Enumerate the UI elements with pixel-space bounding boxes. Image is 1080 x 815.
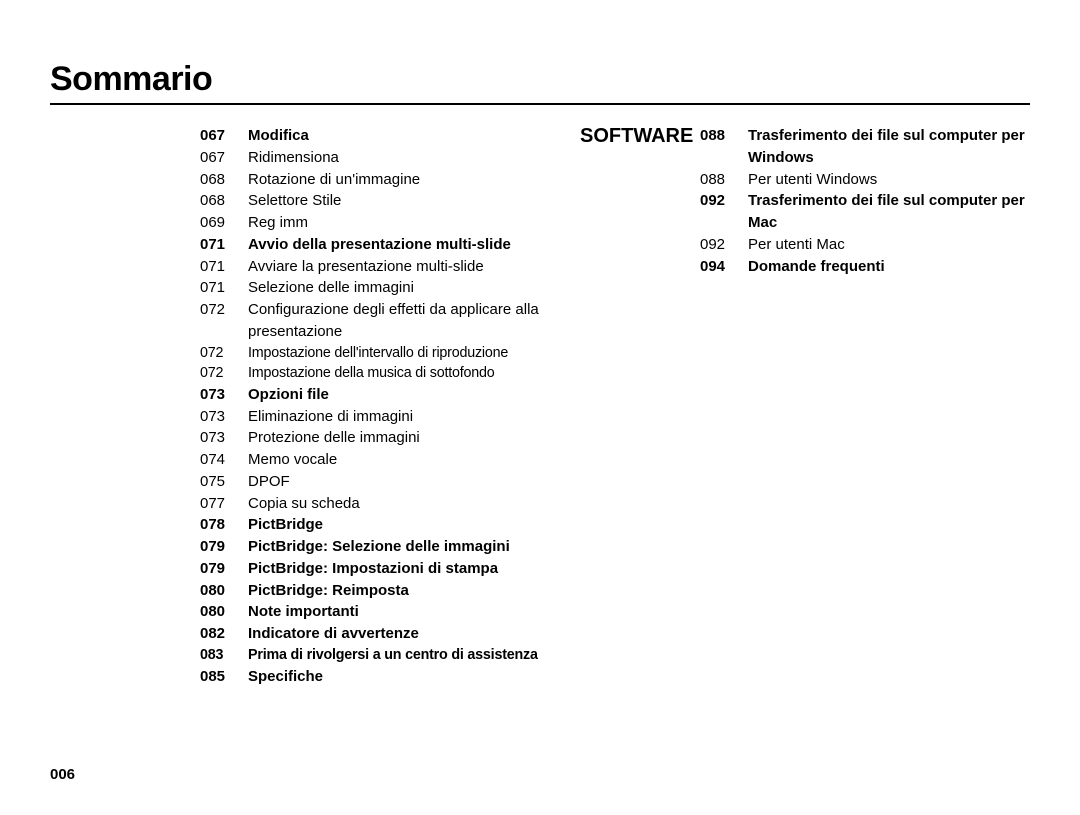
toc-entry-text: PictBridge: Reimposta bbox=[248, 580, 580, 602]
toc-row: 069Reg imm bbox=[200, 212, 580, 234]
toc-page-number: 078 bbox=[200, 514, 248, 536]
toc-row: 080Note importanti bbox=[200, 601, 580, 623]
toc-entry-text: Ridimensiona bbox=[248, 147, 580, 169]
toc-page-number: 071 bbox=[200, 234, 248, 256]
toc-entry-text: Impostazione della musica di sottofondo bbox=[248, 363, 580, 384]
toc-row: 071Avvio della presentazione multi-slide bbox=[200, 234, 580, 256]
toc-entry-text: DPOF bbox=[248, 471, 580, 493]
toc-row: 094Domande frequenti bbox=[700, 256, 1030, 278]
toc-entry-text: Specifiche bbox=[248, 666, 580, 688]
toc-row: 083Prima di rivolgersi a un centro di as… bbox=[200, 645, 580, 666]
toc-entry-text: Reg imm bbox=[248, 212, 580, 234]
toc-entry-text: Memo vocale bbox=[248, 449, 580, 471]
toc-entry-text: Selettore Stile bbox=[248, 190, 580, 212]
toc-entry-text: Domande frequenti bbox=[748, 256, 1030, 278]
toc-entry-text: Per utenti Windows bbox=[748, 169, 1030, 191]
toc-page-number: 080 bbox=[200, 580, 248, 602]
columns-wrap: 067Modifica067Ridimensiona068Rotazione d… bbox=[50, 125, 1030, 687]
toc-entry-text: Eliminazione di immagini bbox=[248, 406, 580, 428]
toc-row: 068Selettore Stile bbox=[200, 190, 580, 212]
toc-page-number: 094 bbox=[700, 256, 748, 278]
toc-page-number: 073 bbox=[200, 384, 248, 406]
toc-entry-text: Trasferimento dei file sul computer per … bbox=[748, 190, 1030, 234]
toc-entry-text: Modifica bbox=[248, 125, 580, 147]
toc-page-number: 072 bbox=[200, 299, 248, 321]
toc-page-number: 079 bbox=[200, 558, 248, 580]
toc-entry-text: Prima di rivolgersi a un centro di assis… bbox=[248, 645, 580, 666]
toc-page-number: 082 bbox=[200, 623, 248, 645]
toc-page-number: 075 bbox=[200, 471, 248, 493]
toc-page-number: 083 bbox=[200, 645, 248, 666]
toc-row: 072Impostazione dell'intervallo di ripro… bbox=[200, 343, 580, 364]
toc-entry-text: Indicatore di avvertenze bbox=[248, 623, 580, 645]
toc-page-number: 080 bbox=[200, 601, 248, 623]
toc-page-number: 088 bbox=[700, 125, 748, 147]
toc-page-number: 092 bbox=[700, 190, 748, 212]
toc-page-number: 074 bbox=[200, 449, 248, 471]
toc-entry-text: Rotazione di un'immagine bbox=[248, 169, 580, 191]
toc-page-number: 067 bbox=[200, 147, 248, 169]
toc-row: 073Eliminazione di immagini bbox=[200, 406, 580, 428]
toc-row: 088Per utenti Windows bbox=[700, 169, 1030, 191]
toc-row: 074Memo vocale bbox=[200, 449, 580, 471]
toc-row: 073Opzioni file bbox=[200, 384, 580, 406]
toc-row: 067Ridimensiona bbox=[200, 147, 580, 169]
toc-row: 092Per utenti Mac bbox=[700, 234, 1030, 256]
toc-row: 080PictBridge: Reimposta bbox=[200, 580, 580, 602]
toc-row: 092Trasferimento dei file sul computer p… bbox=[700, 190, 1030, 234]
toc-row: 071Selezione delle immagini bbox=[200, 277, 580, 299]
page-title: Sommario bbox=[50, 60, 1030, 99]
toc-row: 079PictBridge: Impostazioni di stampa bbox=[200, 558, 580, 580]
toc-row: 088Trasferimento dei file sul computer p… bbox=[700, 125, 1030, 169]
toc-page-number: 068 bbox=[200, 190, 248, 212]
toc-right-column: 088Trasferimento dei file sul computer p… bbox=[700, 125, 1030, 277]
toc-entry-text: Note importanti bbox=[248, 601, 580, 623]
toc-page-number: 077 bbox=[200, 493, 248, 515]
toc-entry-text: PictBridge bbox=[248, 514, 580, 536]
toc-page-number: 068 bbox=[200, 169, 248, 191]
toc-entry-text: Per utenti Mac bbox=[748, 234, 1030, 256]
toc-row: 072Impostazione della musica di sottofon… bbox=[200, 363, 580, 384]
toc-page-number: 088 bbox=[700, 169, 748, 191]
page-container: Sommario 067Modifica067Ridimensiona068Ro… bbox=[0, 0, 1080, 815]
toc-entry-text: Selezione delle immagini bbox=[248, 277, 580, 299]
toc-row: 067Modifica bbox=[200, 125, 580, 147]
toc-row: 072Configurazione degli effetti da appli… bbox=[200, 299, 580, 343]
toc-row: 077Copia su scheda bbox=[200, 493, 580, 515]
toc-entry-text: Protezione delle immagini bbox=[248, 427, 580, 449]
toc-page-number: 072 bbox=[200, 343, 248, 364]
toc-page-number: 079 bbox=[200, 536, 248, 558]
section-label-software: SOFTWARE bbox=[580, 125, 700, 148]
toc-entry-text: Trasferimento dei file sul computer per … bbox=[748, 125, 1030, 169]
toc-page-number: 073 bbox=[200, 406, 248, 428]
toc-entry-text: Avvio della presentazione multi-slide bbox=[248, 234, 580, 256]
toc-page-number: 071 bbox=[200, 256, 248, 278]
toc-entry-text: Opzioni file bbox=[248, 384, 580, 406]
toc-row: 071Avviare la presentazione multi-slide bbox=[200, 256, 580, 278]
toc-page-number: 073 bbox=[200, 427, 248, 449]
page-number: 006 bbox=[50, 766, 75, 783]
toc-entry-text: Impostazione dell'intervallo di riproduz… bbox=[248, 343, 580, 364]
toc-left-column: 067Modifica067Ridimensiona068Rotazione d… bbox=[50, 125, 580, 687]
toc-page-number: 092 bbox=[700, 234, 748, 256]
toc-page-number: 067 bbox=[200, 125, 248, 147]
toc-page-number: 085 bbox=[200, 666, 248, 688]
toc-row: 075DPOF bbox=[200, 471, 580, 493]
toc-row: 085Specifiche bbox=[200, 666, 580, 688]
toc-row: 082Indicatore di avvertenze bbox=[200, 623, 580, 645]
toc-entry-text: PictBridge: Impostazioni di stampa bbox=[248, 558, 580, 580]
toc-entry-text: Avviare la presentazione multi-slide bbox=[248, 256, 580, 278]
title-rule bbox=[50, 103, 1030, 105]
toc-entry-text: PictBridge: Selezione delle immagini bbox=[248, 536, 580, 558]
toc-entry-text: Copia su scheda bbox=[248, 493, 580, 515]
toc-page-number: 072 bbox=[200, 363, 248, 384]
toc-row: 068Rotazione di un'immagine bbox=[200, 169, 580, 191]
toc-entry-text: Configurazione degli effetti da applicar… bbox=[248, 299, 580, 343]
toc-page-number: 071 bbox=[200, 277, 248, 299]
toc-row: 078PictBridge bbox=[200, 514, 580, 536]
toc-page-number: 069 bbox=[200, 212, 248, 234]
toc-row: 073Protezione delle immagini bbox=[200, 427, 580, 449]
toc-row: 079PictBridge: Selezione delle immagini bbox=[200, 536, 580, 558]
toc-right-wrap: SOFTWARE 088Trasferimento dei file sul c… bbox=[580, 125, 1030, 277]
